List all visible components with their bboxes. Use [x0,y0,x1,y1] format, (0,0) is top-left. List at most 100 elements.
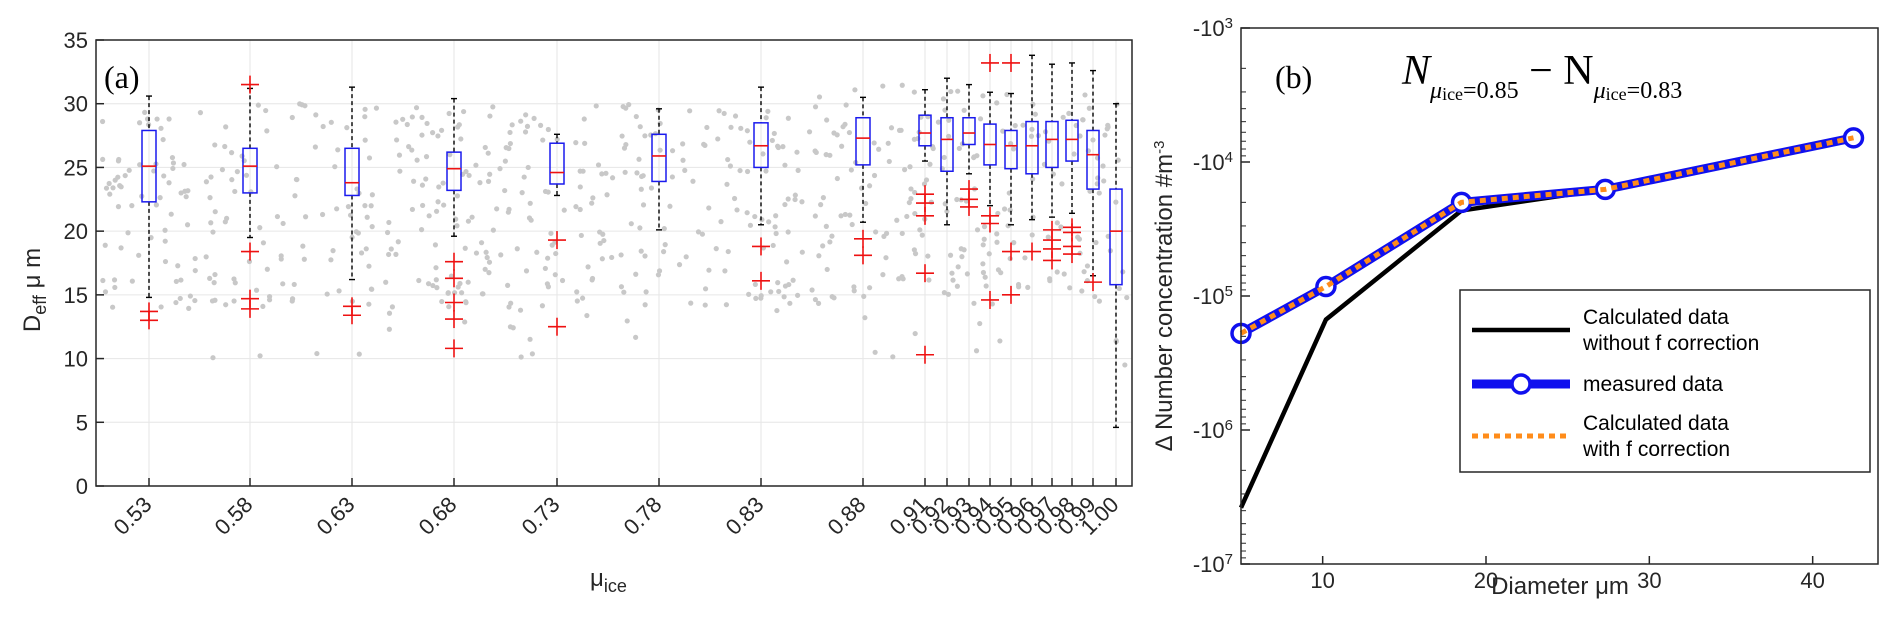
panel-a-scatter-point [642,133,648,139]
panel-a-scatter-point [1122,362,1128,368]
panel-a-scatter-point [418,227,425,233]
panel-a-scatter-point [782,283,789,289]
panel-a-scatter-point [790,277,796,283]
panel-a-scatter-point [419,182,426,188]
panel-a-scatter-point [842,211,848,218]
panel-a-scatter-point [207,275,213,282]
panel-a-scatter-point [509,122,515,128]
panel-a-scatter-point [725,248,731,255]
legend-entry-measured-label: measured data [1583,373,1723,396]
panel-a-scatter-point [769,137,775,144]
panel-a-scatter-point [1113,199,1119,205]
panel-a-scatter-point [581,116,587,122]
panel-a-scatter-point [366,263,372,269]
panel-a-scatter-point [239,153,245,159]
panel-a-scatter-point [425,281,432,287]
panel-a-scatter-point [597,240,603,246]
panel-a-x-axis-label: μice [590,565,627,596]
panel-a-scatter-point [102,242,108,248]
panel-a-scatter-point [799,199,805,205]
panel-a-scatter-point [1101,178,1107,184]
panel-a-scatter-point [782,201,788,208]
panel-a-scatter-point [335,147,341,153]
box-iqr [918,114,932,147]
panel-a-scatter-point [477,180,483,186]
panel-a-scatter-point [669,148,676,154]
panel-a-scatter-point [942,107,948,113]
panel-a-scatter-point [827,239,833,245]
panel-a-scatter-point [812,148,818,154]
panel-a-scatter-point [373,105,380,111]
panel-a-y-tick-label: 5 [76,410,88,435]
panel-a-scatter-point [523,268,530,274]
panel-a-scatter-point [867,285,873,291]
panel-a-scatter-point [780,144,786,150]
panel-a-scatter-point [883,255,889,261]
panel-a-scatter-point [531,115,537,122]
panel-a-scatter-point [319,211,326,218]
panel-a-scatter-point [397,168,403,174]
panel-a-scatter-point [792,192,798,198]
panel-a-scatter-point [1058,224,1064,230]
panel-a-scatter-point [170,165,176,172]
panel-a-scatter-point [849,221,855,228]
panel-a-scatter-point [1077,133,1083,139]
panel-a-scatter-point [724,181,730,187]
panel-a-scatter-point [888,125,895,131]
panel-a-scatter-point [462,319,468,325]
panel-a-scatter-point [981,224,988,230]
panel-a-scatter-point [502,187,508,194]
panel-a-scatter-point [177,295,183,302]
panel-a-scatter-point [954,196,960,203]
panel-a-scatter-point [369,224,375,230]
panel-a-scatter-point [771,130,777,137]
panel-a-scatter-point [773,213,779,219]
panel-a-scatter-point [192,297,198,304]
panel-a-scatter-point [958,246,964,252]
panel-a-y-axis-label: Deff μ m [19,248,50,332]
panel-a-scatter-point [573,140,579,146]
panel-a-scatter-point [1066,110,1072,117]
panel-a-scatter-point [959,254,965,260]
panel-a-scatter-point [197,110,204,116]
panel-a-scatter-point [723,302,730,308]
panel-a-scatter-point [300,243,306,249]
panel-a-scatter-point [100,156,106,163]
panel-b-x-axis-label: Diameter μm [1491,573,1629,600]
panel-a-scatter-point [490,104,496,110]
panel-a-scatter-point [523,112,529,118]
panel-a-scatter-point [170,160,177,166]
panel-a-scatter-point [716,108,722,114]
panel-a-scatter-point [911,136,917,142]
panel-a-scatter-point [498,252,504,258]
panel-a-scatter-point [1012,123,1018,129]
panel-a-scatter-point [260,240,267,246]
panel-a-scatter-point [440,180,446,186]
panel-a-scatter-point [795,167,801,173]
panel-a-scatter-point [521,174,527,180]
panel-a-scatter-point [1008,141,1014,147]
panel-a-scatter-point [1011,240,1017,246]
panel-a-scatter-point [175,263,181,269]
panel-a-scatter-point [291,281,297,288]
panel-a-scatter-point [264,128,270,134]
panel-a-scatter-point [816,253,822,259]
panel-a-scatter-point [162,227,168,233]
panel-a-scatter-point [386,251,392,258]
panel-a-scatter-point [1071,151,1077,157]
panel-a-scatter-point [162,258,169,265]
panel-a-scatter-point [907,164,913,170]
panel-a-scatter-point [419,132,425,138]
panel-b-formula: Nμice=0.85 − Nμice=0.83 [1401,48,1682,104]
panel-a-scatter-point [809,287,815,293]
panel-a-scatter-point [420,202,426,209]
panel-a-scatter-point [426,213,432,219]
panel-a-scatter-point [773,230,779,237]
panel-a-scatter-point [792,196,798,203]
panel-a-scatter-point [260,303,266,310]
panel-a-scatter-point [880,83,886,89]
panel-a-scatter-point [643,289,649,295]
panel-a-scatter-point [597,229,603,235]
panel-a-scatter-point [593,103,599,109]
panel-a-scatter-point [192,255,198,262]
